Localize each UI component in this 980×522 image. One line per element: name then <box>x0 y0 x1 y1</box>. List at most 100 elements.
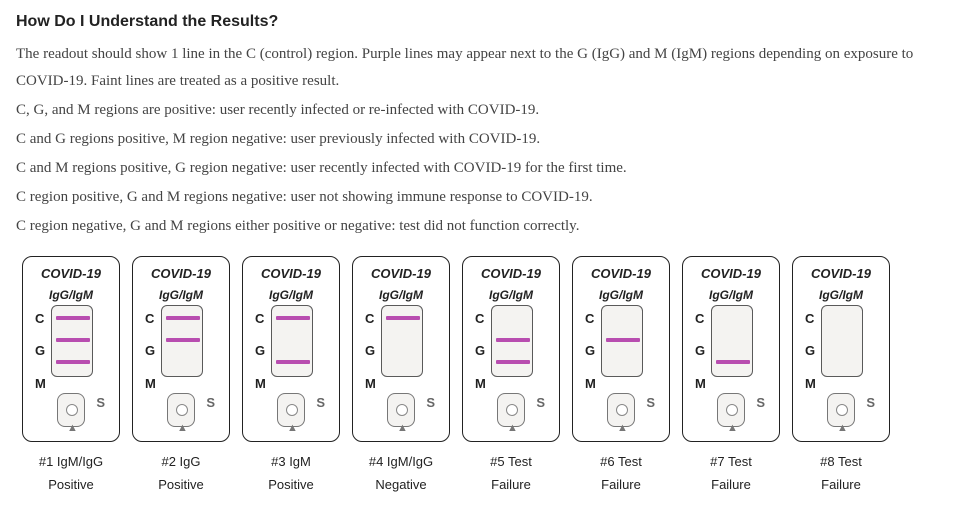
cassette-title: COVID-19 <box>243 262 339 285</box>
cassette-row: COVID-19IgG/IgMCGMS▲#1 IgM/IgGPositiveCO… <box>16 256 964 497</box>
cassette-caption-line1: #4 IgM/IgG <box>369 450 433 473</box>
region-labels: CGM <box>585 307 596 395</box>
region-label-m: M <box>695 372 706 395</box>
cassette-caption-line2: Failure <box>821 473 861 496</box>
region-label-c: C <box>145 307 156 330</box>
cassette-caption-line2: Positive <box>48 473 94 496</box>
region-labels: CGM <box>475 307 486 395</box>
test-cassette: COVID-19IgG/IgMCGM S ▲ <box>572 256 670 442</box>
sample-well-dot <box>286 404 298 416</box>
cassette-col: COVID-19IgG/IgMCGMS▲#6 TestFailure <box>570 256 672 497</box>
cassette-title: COVID-19 <box>683 262 779 285</box>
result-window <box>601 305 643 377</box>
arrow-up-icon: ▲ <box>617 419 628 439</box>
cassette-caption-line2: Failure <box>601 473 641 496</box>
region-labels: CGM <box>255 307 266 395</box>
result-line-g <box>606 338 640 342</box>
region-label-m: M <box>585 372 596 395</box>
cassette-title: COVID-19 <box>463 262 559 285</box>
result-line-c <box>276 316 310 320</box>
cassette-title: COVID-19 <box>23 262 119 285</box>
result-window <box>381 305 423 377</box>
cassette-title: COVID-19 <box>353 262 449 285</box>
cassette-col: COVID-19IgG/IgMCGMS▲#1 IgM/IgGPositive <box>20 256 122 497</box>
result-line-m <box>716 360 750 364</box>
sample-well-dot <box>836 404 848 416</box>
region-label-m: M <box>255 372 266 395</box>
arrow-up-icon: ▲ <box>67 419 78 439</box>
sample-label: S <box>316 391 325 414</box>
cassette-caption-line2: Positive <box>158 473 204 496</box>
cassette-col: COVID-19IgG/IgMCGMS▲#3 IgMPositive <box>240 256 342 497</box>
region-labels: CGM <box>695 307 706 395</box>
sample-well-dot <box>66 404 78 416</box>
cassette-col: COVID-19IgG/IgMCGMS▲#8 TestFailure <box>790 256 892 497</box>
cassette-caption-line1: #7 Test <box>710 450 752 473</box>
result-line-c <box>386 316 420 320</box>
sample-label: S <box>646 391 655 414</box>
region-label-c: C <box>35 307 46 330</box>
result-line-m <box>496 360 530 364</box>
cassette-caption-line1: #3 IgM <box>271 450 311 473</box>
cassette-col: COVID-19IgG/IgMCGMS▲#5 TestFailure <box>460 256 562 497</box>
region-label-g: G <box>145 339 156 362</box>
test-cassette: COVID-19IgG/IgMCGM S ▲ <box>242 256 340 442</box>
cassette-col: COVID-19IgG/IgMCGMS▲ #7 TestFailure <box>680 256 782 497</box>
region-label-c: C <box>585 307 596 330</box>
result-window <box>161 305 203 377</box>
arrow-up-icon: ▲ <box>727 419 738 439</box>
region-labels: CGM <box>365 307 376 395</box>
region-label-g: G <box>35 339 46 362</box>
cassette-col: COVID-19IgG/IgMCGMS▲#4 IgM/IgGNegative <box>350 256 452 497</box>
result-window <box>821 305 863 377</box>
cassette-caption-line1: #5 Test <box>490 450 532 473</box>
cassette-title: COVID-19 <box>793 262 889 285</box>
result-rule-5: C region negative, G and M regions eithe… <box>16 213 964 240</box>
cassette-title: COVID-19 <box>573 262 669 285</box>
arrow-up-icon: ▲ <box>287 419 298 439</box>
sample-label: S <box>96 391 105 414</box>
cassette-subtitle: IgG/IgM <box>573 285 669 307</box>
cassette-caption-line1: #1 IgM/IgG <box>39 450 103 473</box>
cassette-subtitle: IgG/IgM <box>353 285 449 307</box>
result-line-m <box>276 360 310 364</box>
cassette-subtitle: IgG/IgM <box>133 285 229 307</box>
region-label-g: G <box>585 339 596 362</box>
sample-label: S <box>426 391 435 414</box>
cassette-col: COVID-19IgG/IgMCGMS▲#2 IgGPositive <box>130 256 232 497</box>
sample-label: S <box>866 391 875 414</box>
cassette-subtitle: IgG/IgM <box>793 285 889 307</box>
cassette-caption-line1: #2 IgG <box>161 450 200 473</box>
region-label-g: G <box>365 339 376 362</box>
region-label-m: M <box>35 372 46 395</box>
sample-well-dot <box>176 404 188 416</box>
test-cassette: COVID-19IgG/IgMCGMS▲ <box>352 256 450 442</box>
result-rule-2: C and G regions positive, M region negat… <box>16 126 964 153</box>
cassette-subtitle: IgG/IgM <box>243 285 339 307</box>
cassette-caption-line2: Failure <box>711 473 751 496</box>
result-line-c <box>166 316 200 320</box>
region-label-m: M <box>145 372 156 395</box>
region-label-g: G <box>255 339 266 362</box>
sample-well-dot <box>506 404 518 416</box>
result-window <box>491 305 533 377</box>
result-line-g <box>56 338 90 342</box>
region-labels: CGM <box>35 307 46 395</box>
result-line-c <box>56 316 90 320</box>
sample-well-dot <box>396 404 408 416</box>
region-label-g: G <box>475 339 486 362</box>
result-window <box>711 305 753 377</box>
test-cassette: COVID-19IgG/IgMCGMS▲ <box>22 256 120 442</box>
region-label-c: C <box>365 307 376 330</box>
section-heading: How Do I Understand the Results? <box>16 8 964 37</box>
region-label-g: G <box>805 339 816 362</box>
cassette-subtitle: IgG/IgM <box>463 285 559 307</box>
test-cassette: COVID-19IgG/IgMCGMS▲ <box>682 256 780 442</box>
arrow-up-icon: ▲ <box>177 419 188 439</box>
arrow-up-icon: ▲ <box>837 419 848 439</box>
result-rule-1: C, G, and M regions are positive: user r… <box>16 97 964 124</box>
result-rule-4: C region positive, G and M regions negat… <box>16 184 964 211</box>
result-window <box>51 305 93 377</box>
result-rule-3: C and M regions positive, G region negat… <box>16 155 964 182</box>
region-label-c: C <box>805 307 816 330</box>
